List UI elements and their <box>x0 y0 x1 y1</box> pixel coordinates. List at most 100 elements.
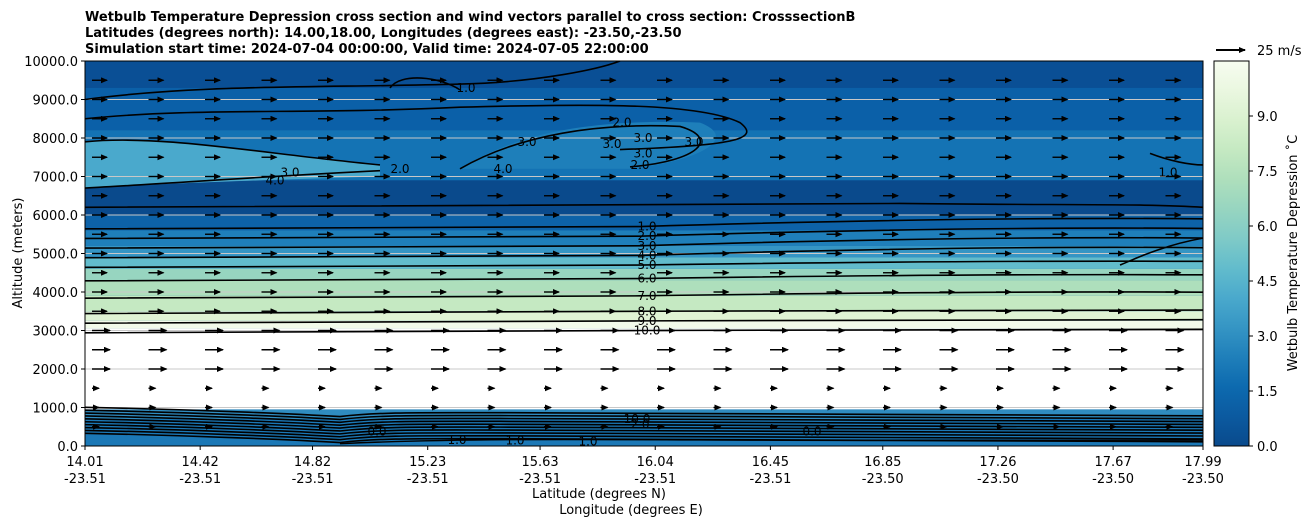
x-tick-label-lon: -23.51 <box>407 472 449 487</box>
contour-line <box>85 260 1203 269</box>
contour-line <box>85 415 1203 427</box>
contour-label: 8.0 <box>637 304 656 318</box>
contour-label: 6.0 <box>637 272 656 286</box>
contour-label: 0.0 <box>802 424 821 438</box>
field-band <box>85 180 1203 215</box>
wind-key: 25 m/s <box>1216 44 1302 59</box>
field-band <box>85 230 1203 246</box>
title-line-3: Simulation start time: 2024-07-04 00:00:… <box>85 42 649 57</box>
x-tick-label-lon: -23.51 <box>634 472 676 487</box>
contour-label: 1.0 <box>1158 166 1177 180</box>
colorbar: 0.0 1.5 3.0 4.5 6.0 7.5 9.0 Wetbulb Temperatur… <box>1213 60 1301 455</box>
y-axis-label: Altitude (meters) <box>11 198 26 309</box>
x-tick-label-lat: 16.85 <box>864 455 901 470</box>
contour-labels-layer: 1.02.03.04.05.06.07.08.09.010.01.02.03.0… <box>265 81 1177 448</box>
contour-line <box>85 246 1203 259</box>
colorbar-gradient <box>1213 60 1250 447</box>
colorbar-ticks: 0.0 1.5 3.0 4.5 6.0 7.5 9.0 <box>1249 110 1278 455</box>
x-axis-label-latitude: Latitude (degrees N) <box>532 487 666 502</box>
y-tick-label: 8000.0 <box>33 132 79 147</box>
contour-line <box>85 423 1203 435</box>
contour-lines-layer <box>85 61 1203 445</box>
y-tick-label: 3000.0 <box>33 325 79 340</box>
x-tick-label-lat: 15.23 <box>409 455 446 470</box>
contour-line <box>1149 152 1203 166</box>
contour-line <box>85 429 1203 441</box>
x-axis: 14.01 -23.51 14.42 -23.51 14.82 -23.51 15.23 -2… <box>64 446 1224 487</box>
contour-label: 3.0 <box>684 135 703 149</box>
y-tick-label: 10000.0 <box>24 55 78 70</box>
contour-line <box>85 217 1203 230</box>
contour-label: 1.0 <box>578 434 597 448</box>
contour-label: 2.0 <box>630 417 649 431</box>
contour-line <box>85 236 1203 249</box>
wind-vectors-layer <box>92 77 1185 430</box>
y-tick-label: 6000.0 <box>33 209 79 224</box>
y-tick-label: 9000.0 <box>33 94 79 109</box>
title-line-2: Latitudes (degrees north): 14.00,18.00, … <box>85 26 682 41</box>
x-tick-label-lat: 16.04 <box>637 455 674 470</box>
x-tick-label-lat: 14.42 <box>182 455 219 470</box>
contour-line <box>339 438 1203 445</box>
y-tick-label: 7000.0 <box>33 171 79 186</box>
contour-label: 10.0 <box>634 324 661 338</box>
x-tick-label-lon: -23.51 <box>292 472 334 487</box>
x-tick-label-lon: -23.50 <box>977 472 1019 487</box>
contour-label: 3.0 <box>602 137 621 151</box>
chart-title: Wetbulb Temperature Depression cross sec… <box>85 10 855 57</box>
contour-label: 2.0 <box>630 158 649 172</box>
contour-label: 4.0 <box>493 162 512 176</box>
x-tick-label-lat: 16.45 <box>752 455 789 470</box>
y-tick-label: 1000.0 <box>33 402 79 417</box>
wind-key-label: 25 m/s <box>1257 44 1302 59</box>
contour-line <box>85 426 1203 438</box>
field-band <box>85 61 1203 88</box>
x-tick-label-lon: -23.50 <box>862 472 904 487</box>
x-tick-label-lon: -23.51 <box>749 472 791 487</box>
contour-line <box>85 169 381 189</box>
colorbar-tick-label: 9.0 <box>1257 110 1278 125</box>
contour-label: 10.0 <box>624 412 651 426</box>
field-band <box>85 320 1203 329</box>
x-tick-label-lat: 17.99 <box>1184 455 1221 470</box>
contour-label: 3.0 <box>633 146 652 160</box>
contour-line <box>85 139 381 166</box>
x-tick-label-lon: -23.51 <box>179 472 221 487</box>
contour-line <box>85 318 1203 324</box>
colorbar-tick-label: 6.0 <box>1257 220 1278 235</box>
x-tick-label-lon: -23.50 <box>1092 472 1134 487</box>
contour-label: 3.0 <box>633 131 652 145</box>
contour-label: 1.0 <box>505 434 524 448</box>
colorbar-tick-label: 7.5 <box>1257 165 1278 180</box>
field-band <box>85 311 1203 321</box>
contour-label: 5.0 <box>637 258 656 272</box>
contour-label: 4.0 <box>265 173 284 187</box>
contour-label: 1.0 <box>637 220 656 234</box>
contour-line <box>85 412 1203 424</box>
contour-label: 1.0 <box>456 81 475 95</box>
contour-line <box>1119 237 1203 266</box>
contour-line <box>85 406 1203 418</box>
contour-line <box>85 418 1203 429</box>
contour-label: 3.0 <box>280 166 299 180</box>
y-tick-label: 4000.0 <box>33 286 79 301</box>
field-band <box>85 409 1203 420</box>
contour-line <box>389 77 461 91</box>
y-axis: 0.0 1000.0 2000.0 3000.0 4000.0 5000.0 6000.0 7… <box>24 55 85 455</box>
contour-line <box>85 104 748 151</box>
colorbar-label: Wetbulb Temperature Depression ˚C <box>1285 135 1301 372</box>
contour-label: 2.0 <box>612 116 631 130</box>
plot-area: 1.02.03.04.05.06.07.08.09.010.01.02.03.0… <box>85 61 1203 448</box>
contour-line <box>85 227 1203 240</box>
x-tick-label-lat: 17.67 <box>1095 455 1132 470</box>
contour-label: 7.0 <box>637 289 656 303</box>
y-tick-label: 5000.0 <box>33 248 79 263</box>
field-band <box>85 215 1203 231</box>
contour-label: 0.0 <box>367 424 386 438</box>
y-tick-label: 2000.0 <box>33 363 79 378</box>
colorbar-tick-label: 3.0 <box>1257 330 1278 345</box>
y-tick-label: 0.0 <box>57 440 78 455</box>
colorbar-tick-label: 1.5 <box>1257 385 1278 400</box>
contour-label: 1.0 <box>447 433 466 447</box>
x-tick-label-lat: 17.26 <box>979 455 1016 470</box>
